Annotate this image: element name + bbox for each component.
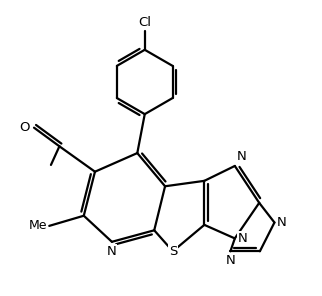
Text: N: N	[225, 254, 235, 267]
Text: N: N	[237, 150, 246, 163]
Text: Me: Me	[29, 219, 48, 232]
Text: S: S	[169, 245, 177, 258]
Text: N: N	[107, 244, 117, 258]
Text: N: N	[277, 216, 287, 229]
Text: N: N	[238, 232, 247, 245]
Text: O: O	[19, 121, 30, 134]
Text: Cl: Cl	[138, 16, 151, 29]
